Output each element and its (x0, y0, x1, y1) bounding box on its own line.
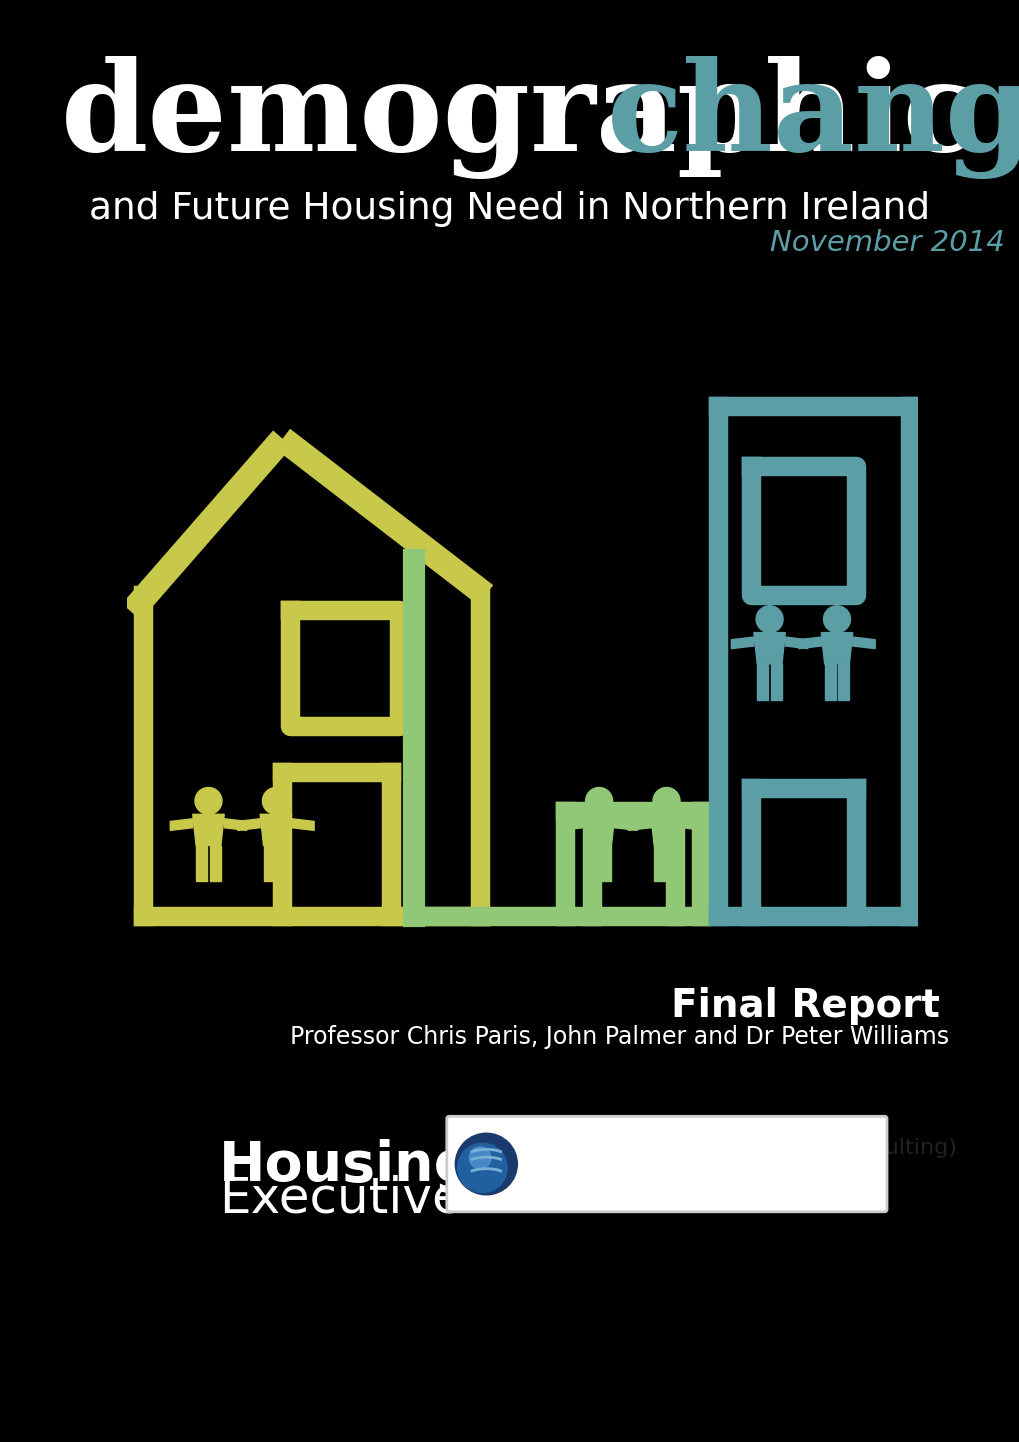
Circle shape (195, 787, 222, 815)
Polygon shape (731, 637, 753, 649)
Bar (838, 663, 849, 699)
Polygon shape (583, 815, 614, 845)
Polygon shape (820, 633, 852, 663)
Polygon shape (193, 815, 224, 845)
Polygon shape (260, 815, 291, 845)
Bar (599, 845, 610, 881)
Text: Final Report: Final Report (671, 988, 940, 1025)
Polygon shape (614, 819, 637, 831)
Text: Executive: Executive (219, 1174, 463, 1221)
FancyBboxPatch shape (446, 1116, 887, 1211)
Bar (210, 845, 221, 881)
Text: November 2014: November 2014 (769, 229, 1004, 257)
Polygon shape (224, 819, 247, 831)
Polygon shape (753, 633, 785, 663)
Bar (770, 663, 782, 699)
Circle shape (585, 787, 612, 815)
Circle shape (458, 1144, 506, 1193)
Circle shape (454, 1133, 517, 1195)
Polygon shape (785, 637, 807, 649)
Text: RSM McClure Watters: RSM McClure Watters (529, 1133, 883, 1162)
Bar (756, 663, 767, 699)
Text: (Consulting): (Consulting) (529, 1138, 956, 1158)
Text: demographic: demographic (61, 56, 979, 179)
Bar (586, 845, 597, 881)
Text: and Future Housing Need in Northern Ireland: and Future Housing Need in Northern Irel… (90, 192, 929, 228)
Text: Connected for Success: Connected for Success (529, 1164, 751, 1182)
Bar (277, 845, 288, 881)
Polygon shape (237, 819, 260, 831)
Polygon shape (560, 819, 583, 831)
Polygon shape (682, 819, 704, 831)
Circle shape (822, 606, 850, 633)
Bar (653, 845, 664, 881)
Text: change: change (606, 56, 1019, 179)
Polygon shape (798, 637, 820, 649)
Polygon shape (170, 819, 193, 831)
Bar (667, 845, 679, 881)
Polygon shape (650, 815, 682, 845)
Text: Professor Chris Paris, John Palmer and Dr Peter Williams: Professor Chris Paris, John Palmer and D… (289, 1025, 949, 1048)
Circle shape (652, 787, 680, 815)
Bar (263, 845, 274, 881)
Circle shape (262, 787, 289, 815)
Circle shape (469, 1146, 490, 1168)
Bar (196, 845, 207, 881)
Text: Housing: Housing (219, 1139, 474, 1194)
Polygon shape (628, 819, 650, 831)
Circle shape (755, 606, 783, 633)
Polygon shape (852, 637, 874, 649)
Bar (823, 663, 835, 699)
Polygon shape (291, 819, 314, 831)
